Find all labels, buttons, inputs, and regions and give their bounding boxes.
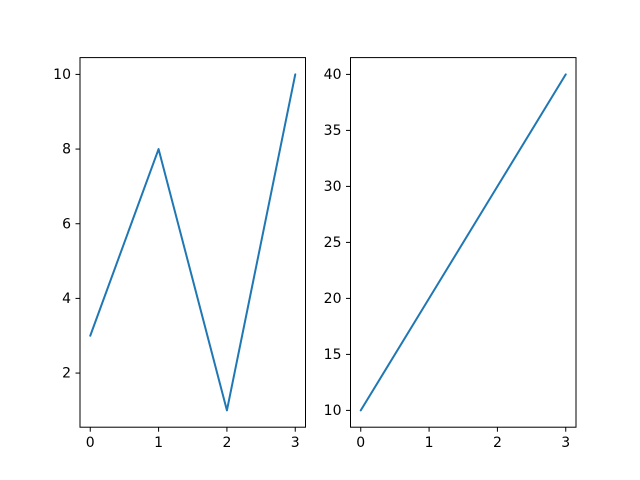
y-tick-label: 6 bbox=[62, 216, 71, 232]
data-line bbox=[89, 73, 297, 412]
y-tick-label: 10 bbox=[53, 67, 71, 83]
y-tick-label: 40 bbox=[324, 67, 342, 83]
y-tick-label: 2 bbox=[62, 366, 71, 382]
subplot-right: 0 1 2 3 10 15 20 25 30 35 40 bbox=[324, 57, 577, 451]
x-tick-label: 1 bbox=[425, 435, 434, 451]
y-tick-label: 25 bbox=[324, 235, 342, 251]
y-tick-label: 35 bbox=[324, 123, 342, 139]
y-tick-label: 4 bbox=[62, 291, 71, 307]
y-tick-label: 8 bbox=[62, 142, 71, 158]
y-tick-label: 10 bbox=[324, 403, 342, 419]
axes-frame bbox=[350, 57, 577, 428]
x-tick-label: 0 bbox=[356, 435, 365, 451]
data-line bbox=[359, 73, 567, 412]
x-tick-label: 2 bbox=[222, 435, 231, 451]
x-tick-label: 2 bbox=[493, 435, 502, 451]
x-tick-label: 1 bbox=[154, 435, 163, 451]
x-tick-label: 3 bbox=[291, 435, 300, 451]
y-tick-label: 30 bbox=[324, 179, 342, 195]
subplot-left: 0 1 2 3 2 4 6 8 10 bbox=[53, 57, 306, 451]
y-tick-label: 15 bbox=[324, 347, 342, 363]
axes-frame bbox=[79, 57, 306, 428]
x-tick-label: 3 bbox=[561, 435, 570, 451]
x-tick-label: 0 bbox=[86, 435, 95, 451]
y-tick-label: 20 bbox=[324, 291, 342, 307]
